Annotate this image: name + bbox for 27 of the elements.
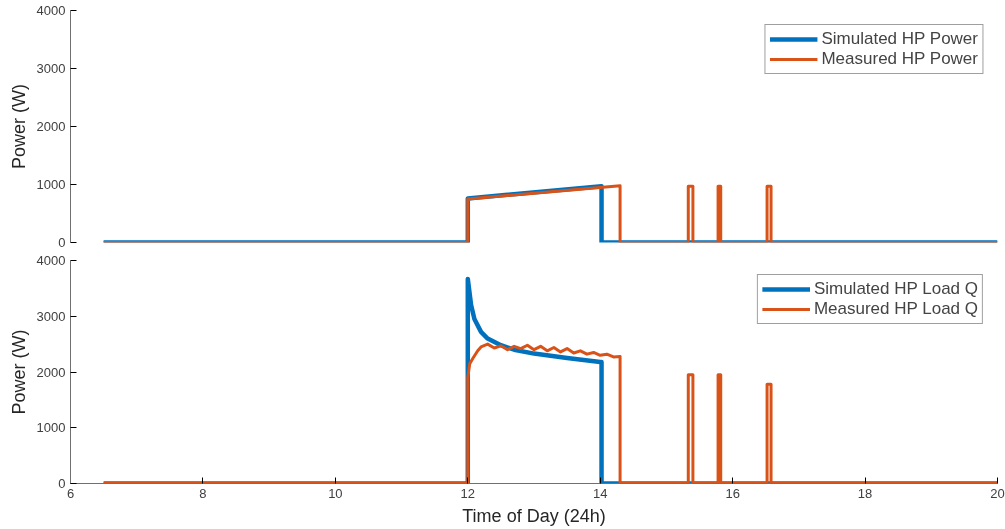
y-tick-label: 0 [58, 476, 66, 491]
x-tick-label: 20 [990, 485, 1005, 501]
x-tick-label: 10 [328, 485, 343, 501]
x-axis-title: Time of Day (24h) [462, 505, 606, 526]
x-tick-label: 16 [725, 485, 740, 501]
y-tick-label: 3000 [36, 308, 66, 324]
legend-label: Simulated HP Load Q [813, 279, 978, 299]
legend-label: Measured HP Load Q [813, 299, 978, 319]
y-tick-label: 0 [58, 235, 66, 250]
line-series [102, 342, 998, 484]
x-tick-label: 12 [460, 485, 476, 501]
x-tick-label: 14 [592, 485, 608, 501]
legend-label: Measured HP Power [821, 49, 978, 69]
x-tick-label: 6 [66, 485, 75, 501]
y-tick-label: 4000 [36, 3, 66, 18]
legend-label: Simulated HP Power [821, 29, 978, 49]
y-axis-title: Power (W) [8, 84, 29, 169]
x-tick-label: 8 [199, 485, 207, 501]
y-tick-label: 2000 [36, 364, 66, 380]
y-tick-label: 2000 [36, 119, 66, 134]
y-axis-title: Power (W) [8, 329, 29, 415]
x-tick-label: 18 [857, 485, 873, 501]
y-tick-label: 1000 [36, 177, 66, 192]
y-tick-label: 4000 [36, 253, 66, 268]
y-tick-label: 3000 [36, 61, 66, 76]
line-series [101, 276, 998, 484]
y-tick-label: 1000 [36, 420, 66, 436]
